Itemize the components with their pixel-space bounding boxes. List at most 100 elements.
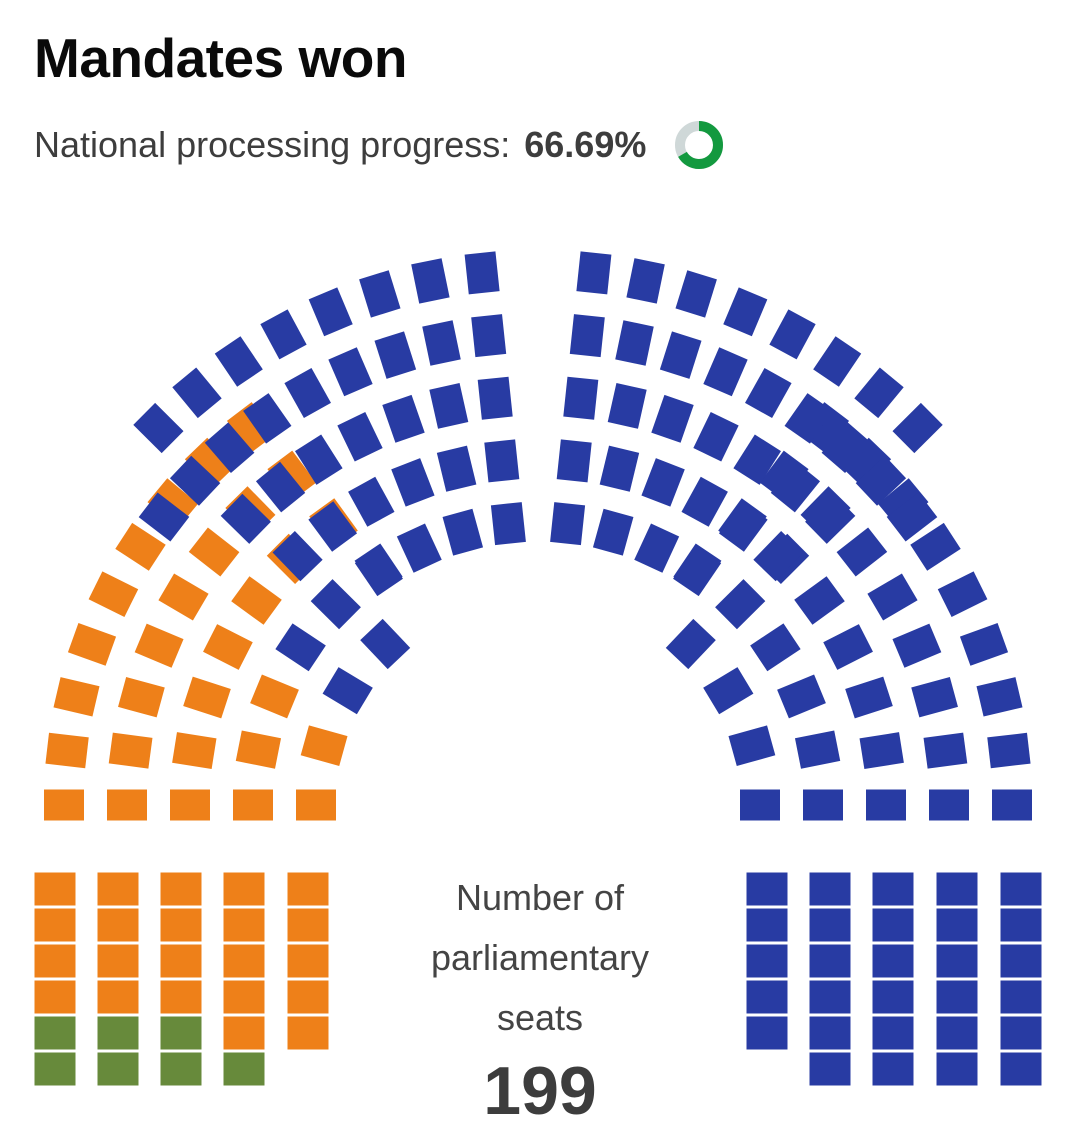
- seat: [160, 872, 202, 906]
- seat: [872, 1052, 914, 1086]
- seat: [471, 314, 507, 358]
- seat: [255, 461, 306, 513]
- seat: [34, 872, 76, 906]
- seat: [976, 677, 1023, 717]
- seat: [651, 394, 694, 443]
- seat: [854, 367, 904, 419]
- seat: [910, 522, 961, 571]
- seat: [422, 320, 461, 366]
- seat: [936, 872, 978, 906]
- seat: [328, 347, 373, 397]
- progress-label: National processing progress:: [34, 124, 511, 165]
- seat: [203, 624, 253, 670]
- seat: [235, 730, 282, 769]
- seat: [872, 980, 914, 1014]
- seat: [360, 618, 411, 670]
- seat: [866, 789, 906, 821]
- seat: [626, 258, 665, 304]
- seat: [97, 872, 139, 906]
- seat: [733, 434, 782, 485]
- seat: [183, 676, 231, 719]
- seat: [284, 367, 331, 419]
- seat: [803, 789, 843, 821]
- seat: [160, 1052, 202, 1086]
- seat: [223, 980, 265, 1014]
- seat: [769, 309, 816, 360]
- seat: [872, 908, 914, 942]
- seat: [359, 270, 401, 318]
- seat: [88, 571, 139, 617]
- seat: [1000, 1016, 1042, 1050]
- seat: [746, 908, 788, 942]
- seat: [115, 522, 166, 571]
- seat: [855, 455, 907, 506]
- seat: [108, 732, 153, 769]
- seat: [665, 618, 716, 670]
- seat: [160, 944, 202, 978]
- seat: [867, 573, 918, 621]
- seat: [158, 573, 209, 621]
- seat: [728, 725, 776, 766]
- processing-progress: National processing progress: 66.69%: [34, 118, 726, 172]
- seat: [723, 287, 768, 337]
- seat: [681, 476, 728, 527]
- seat: [170, 789, 210, 821]
- seat: [243, 393, 292, 444]
- seat: [607, 383, 647, 429]
- seat: [777, 674, 826, 719]
- seat: [97, 944, 139, 978]
- seat: [34, 908, 76, 942]
- seat: [936, 908, 978, 942]
- seat: [936, 1016, 978, 1050]
- seat: [310, 579, 361, 630]
- seat: [923, 732, 968, 769]
- seat: [308, 501, 358, 552]
- seat: [275, 623, 326, 672]
- seat: [703, 347, 748, 397]
- seat: [172, 732, 217, 770]
- seat: [693, 412, 739, 462]
- seat: [576, 251, 612, 295]
- seat: [436, 445, 477, 492]
- seat: [841, 437, 892, 489]
- seat: [659, 331, 702, 379]
- seat: [1000, 944, 1042, 978]
- seat: [563, 376, 599, 420]
- seat: [753, 530, 804, 582]
- seats-label: Number of parliamentary seats: [430, 877, 650, 1038]
- seat: [556, 439, 592, 483]
- seat: [805, 493, 856, 544]
- seat: [442, 508, 484, 556]
- seat: [53, 677, 100, 717]
- seat: [911, 676, 958, 718]
- seat: [138, 492, 190, 542]
- seat: [892, 402, 943, 454]
- seat: [374, 331, 417, 379]
- seat: [746, 980, 788, 1014]
- seat: [391, 458, 435, 507]
- seat: [250, 674, 299, 719]
- seat: [184, 437, 235, 489]
- seat: [233, 789, 273, 821]
- seat: [34, 944, 76, 978]
- seat: [287, 872, 329, 906]
- seat: [886, 492, 938, 542]
- seat: [172, 367, 222, 419]
- seat: [1000, 872, 1042, 906]
- seat: [703, 667, 754, 715]
- progress-value: 66.69%: [524, 124, 647, 165]
- seat: [160, 980, 202, 1014]
- seat: [223, 1016, 265, 1050]
- seat: [599, 445, 640, 492]
- seat: [992, 789, 1032, 821]
- seat: [287, 1016, 329, 1050]
- seat: [821, 422, 872, 473]
- seat: [294, 434, 343, 485]
- seat: [160, 1016, 202, 1050]
- seat: [287, 980, 329, 1014]
- seat: [746, 872, 788, 906]
- seat: [464, 251, 500, 295]
- seat: [322, 667, 373, 715]
- seat: [45, 732, 89, 769]
